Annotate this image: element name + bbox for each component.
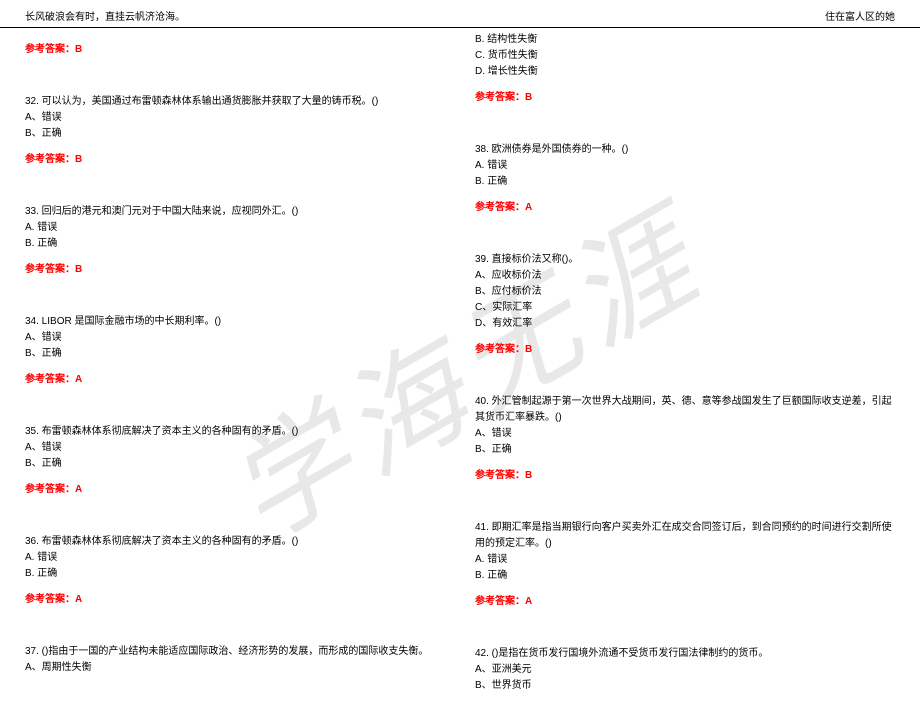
question-text: 35. 布雷顿森林体系彻底解决了资本主义的各种固有的矛盾。()	[25, 424, 445, 440]
question-block: 33. 回归后的港元和澳门元对于中国大陆来说，应视同外汇。()A. 错误B. 正…	[25, 204, 445, 296]
question-option: A、应收标价法	[475, 268, 895, 284]
question-option: A、周期性失衡	[25, 660, 445, 676]
question-option: A. 错误	[475, 552, 895, 568]
question-block: 34. LIBOR 是国际金融市场的中长期利率。()A、错误B、正确参考答案：A	[25, 314, 445, 406]
question-block: 41. 即期汇率是指当期银行向客户买卖外汇在成交合同签订后，到合同预约的时间进行…	[475, 520, 895, 628]
question-option: A、亚洲美元	[475, 662, 895, 678]
question-block: 参考答案：B	[25, 42, 445, 76]
answer-line: 参考答案：A	[475, 200, 895, 216]
question-text: 41. 即期汇率是指当期银行向客户买卖外汇在成交合同签订后，到合同预约的时间进行…	[475, 520, 895, 552]
answer-line: 参考答案：A	[25, 372, 445, 388]
question-option: D. 增长性失衡	[475, 64, 895, 80]
question-block: 38. 欧洲债券是外国债券的一种。()A. 错误B. 正确参考答案：A	[475, 142, 895, 234]
question-text: 37. ()指由于一国的产业结构未能适应国际政治、经济形势的发展，而形成的国际收…	[25, 644, 445, 660]
question-option: B、应付标价法	[475, 284, 895, 300]
question-option: B、正确	[25, 346, 445, 362]
question-text: 32. 可以认为，美国通过布雷顿森林体系输出通货膨胀并获取了大量的铸币税。()	[25, 94, 445, 110]
question-text: 38. 欧洲债券是外国债券的一种。()	[475, 142, 895, 158]
question-text: 39. 直接标价法又称()。	[475, 252, 895, 268]
question-option: B. 正确	[25, 236, 445, 252]
question-option: B、正确	[25, 456, 445, 472]
question-option: B、世界货币	[475, 678, 895, 694]
answer-line: 参考答案：A	[25, 592, 445, 608]
question-option: A. 错误	[25, 550, 445, 566]
question-block: B. 结构性失衡C. 货币性失衡D. 增长性失衡参考答案：B	[475, 32, 895, 124]
answer-line: 参考答案：B	[25, 152, 445, 168]
question-block: 37. ()指由于一国的产业结构未能适应国际政治、经济形势的发展，而形成的国际收…	[25, 644, 445, 676]
question-option: B、正确	[25, 126, 445, 142]
answer-line: 参考答案：A	[475, 594, 895, 610]
answer-line: 参考答案：A	[25, 482, 445, 498]
left-column: 参考答案：B32. 可以认为，美国通过布雷顿森林体系输出通货膨胀并获取了大量的铸…	[25, 28, 460, 712]
question-option: A、错误	[475, 426, 895, 442]
question-option: A、错误	[25, 440, 445, 456]
question-block: 32. 可以认为，美国通过布雷顿森林体系输出通货膨胀并获取了大量的铸币税。()A…	[25, 94, 445, 186]
page-header: 长风破浪会有时，直挂云帆济沧海。 住在富人区的她	[0, 0, 920, 28]
question-option: C、实际汇率	[475, 300, 895, 316]
question-block: 39. 直接标价法又称()。A、应收标价法B、应付标价法C、实际汇率D、有效汇率…	[475, 252, 895, 376]
question-block: 35. 布雷顿森林体系彻底解决了资本主义的各种固有的矛盾。()A、错误B、正确参…	[25, 424, 445, 516]
question-option: C. 货币性失衡	[475, 48, 895, 64]
question-text: 42. ()是指在货币发行国境外流通不受货币发行国法律制约的货币。	[475, 646, 895, 662]
answer-line: 参考答案：B	[25, 42, 445, 58]
answer-line: 参考答案：B	[475, 342, 895, 358]
question-text: 40. 外汇管制起源于第一次世界大战期间，英、德、意等参战国发生了巨额国际收支逆…	[475, 394, 895, 426]
question-text: 36. 布雷顿森林体系彻底解决了资本主义的各种固有的矛盾。()	[25, 534, 445, 550]
right-column: B. 结构性失衡C. 货币性失衡D. 增长性失衡参考答案：B 38. 欧洲债券是外…	[460, 28, 895, 712]
content-area: 参考答案：B32. 可以认为，美国通过布雷顿森林体系输出通货膨胀并获取了大量的铸…	[0, 28, 920, 712]
question-option: B. 正确	[475, 174, 895, 190]
question-option: B、正确	[475, 442, 895, 458]
question-block: 36. 布雷顿森林体系彻底解决了资本主义的各种固有的矛盾。()A. 错误B. 正…	[25, 534, 445, 626]
header-left-quote: 长风破浪会有时，直挂云帆济沧海。	[25, 8, 185, 23]
header-right-text: 住在富人区的她	[825, 8, 895, 23]
question-block: 42. ()是指在货币发行国境外流通不受货币发行国法律制约的货币。A、亚洲美元B…	[475, 646, 895, 694]
question-option: A. 错误	[25, 220, 445, 236]
question-block: 40. 外汇管制起源于第一次世界大战期间，英、德、意等参战国发生了巨额国际收支逆…	[475, 394, 895, 502]
question-option: B. 结构性失衡	[475, 32, 895, 48]
question-option: A. 错误	[475, 158, 895, 174]
question-option: A、错误	[25, 110, 445, 126]
question-text: 33. 回归后的港元和澳门元对于中国大陆来说，应视同外汇。()	[25, 204, 445, 220]
question-option: A、错误	[25, 330, 445, 346]
answer-line: 参考答案：B	[475, 90, 895, 106]
question-option: D、有效汇率	[475, 316, 895, 332]
question-option: B. 正确	[25, 566, 445, 582]
answer-line: 参考答案：B	[25, 262, 445, 278]
answer-line: 参考答案：B	[475, 468, 895, 484]
question-text: 34. LIBOR 是国际金融市场的中长期利率。()	[25, 314, 445, 330]
question-option: B. 正确	[475, 568, 895, 584]
